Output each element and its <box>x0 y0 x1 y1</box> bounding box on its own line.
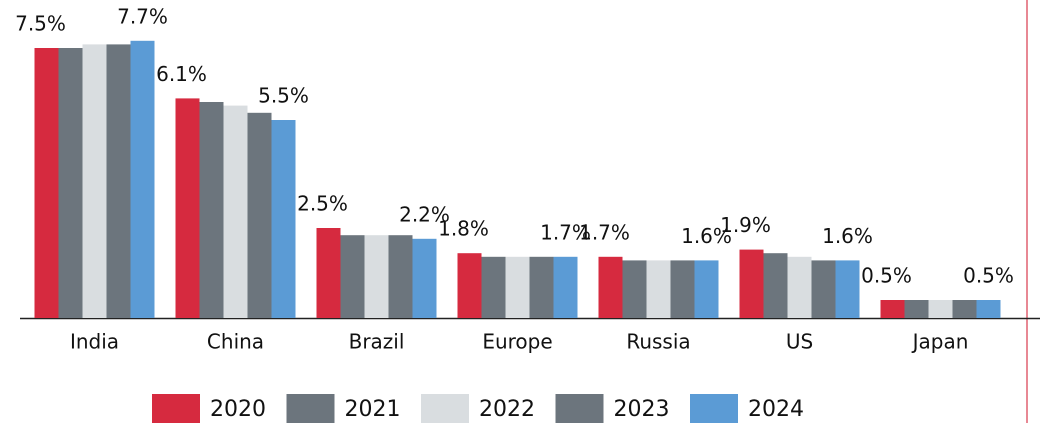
data-label: 1.8% <box>438 217 489 241</box>
x-tick-label: Brazil <box>349 330 405 354</box>
x-tick-label: China <box>207 330 264 354</box>
bar <box>952 300 977 318</box>
x-tick-label: Europe <box>482 330 552 354</box>
legend-label: 2021 <box>345 397 401 422</box>
bar <box>976 300 1001 318</box>
legend-label: 2024 <box>748 397 804 422</box>
legend-label: 2023 <box>614 397 670 422</box>
bar <box>175 98 200 319</box>
bar <box>904 300 929 318</box>
bar <box>787 256 812 318</box>
data-label: 2.2% <box>399 202 450 226</box>
data-label: 1.6% <box>681 224 732 248</box>
bar <box>316 228 341 318</box>
legend-swatch <box>286 394 335 423</box>
bar <box>457 253 482 318</box>
legend-swatch <box>421 394 469 423</box>
data-label: 6.1% <box>156 62 207 86</box>
bar <box>811 260 836 318</box>
data-label: 1.9% <box>720 213 771 237</box>
bar <box>271 120 296 318</box>
data-label: 0.5% <box>861 264 912 288</box>
legend-swatch <box>555 394 604 423</box>
data-label: 1.7% <box>579 220 630 244</box>
data-label: 0.5% <box>963 264 1014 288</box>
bar <box>646 260 671 318</box>
bar <box>364 235 389 318</box>
data-label: 7.7% <box>117 4 168 28</box>
bar <box>622 260 647 318</box>
bar <box>388 235 413 318</box>
bar <box>529 256 554 318</box>
bar <box>835 260 860 318</box>
bar <box>505 256 530 318</box>
bar <box>247 112 272 318</box>
bar <box>670 260 695 318</box>
legend-swatch <box>690 394 738 423</box>
bar <box>598 256 623 318</box>
legend-swatch <box>152 394 200 423</box>
bar <box>694 260 719 318</box>
data-label: 7.5% <box>15 12 66 36</box>
x-tick-label: India <box>70 330 119 354</box>
bar <box>199 102 224 318</box>
x-tick-label: Russia <box>626 330 690 354</box>
bar <box>130 40 155 319</box>
bar <box>763 253 788 318</box>
bar <box>223 105 248 318</box>
x-tick-label: Japan <box>911 330 969 354</box>
bar <box>928 300 953 318</box>
legend-label: 2022 <box>479 397 535 422</box>
bar <box>34 48 59 318</box>
bar <box>106 44 131 319</box>
bar <box>82 44 107 319</box>
legend-label: 2020 <box>210 397 266 422</box>
bar <box>58 48 83 318</box>
bar <box>739 249 764 318</box>
x-tick-label: US <box>786 330 813 354</box>
data-label: 1.6% <box>822 224 873 248</box>
bar <box>481 256 506 318</box>
bar <box>553 256 578 318</box>
bar <box>412 238 437 318</box>
bar <box>340 235 365 318</box>
data-label: 2.5% <box>297 192 348 216</box>
data-label: 1.7% <box>540 220 591 244</box>
bar <box>880 300 905 318</box>
data-label: 5.5% <box>258 84 309 108</box>
